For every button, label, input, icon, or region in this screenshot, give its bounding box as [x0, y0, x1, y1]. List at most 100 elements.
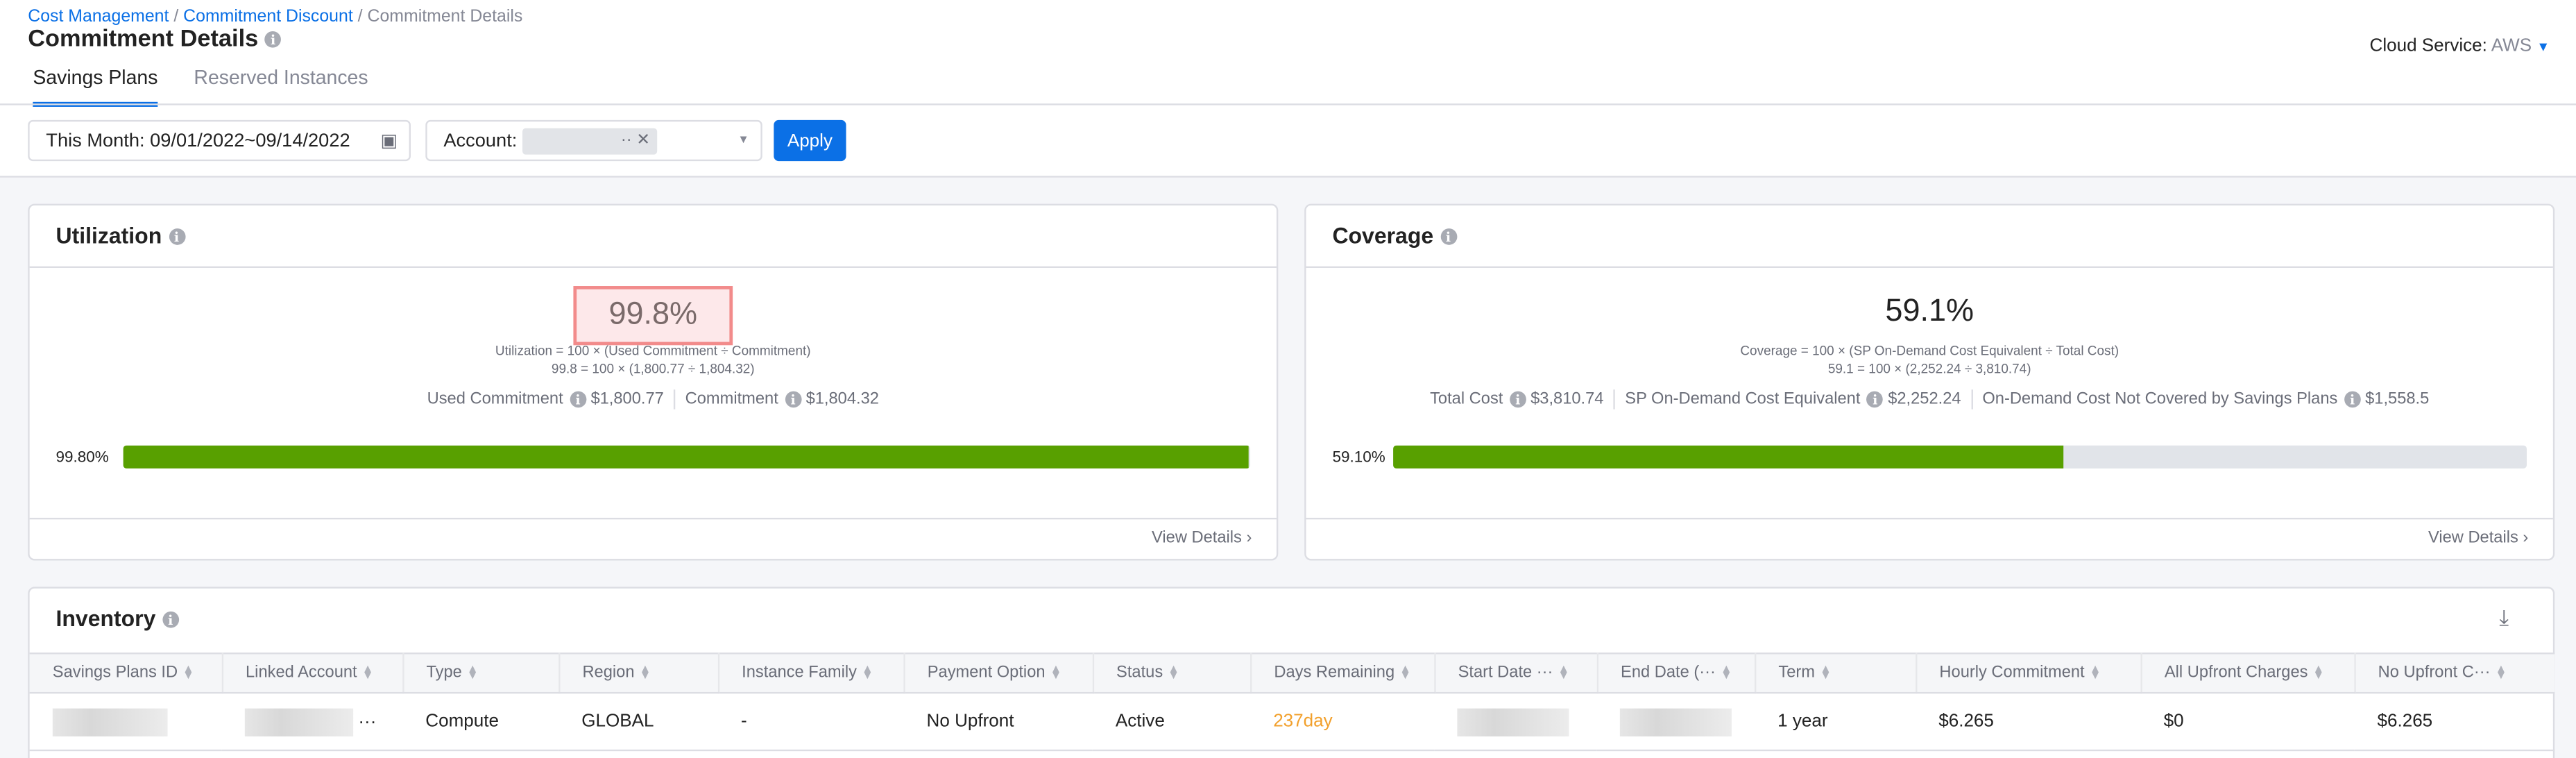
info-icon[interactable]: i	[2344, 391, 2361, 408]
utilization-title: Utilization	[56, 224, 162, 249]
sort-icon[interactable]: ▲▼	[2312, 664, 2325, 677]
stat-value: $1,804.32	[805, 390, 879, 409]
utilization-card: Utilization i 99.8% Utilization = 100 × (…	[28, 203, 1279, 561]
breadcrumb-cost-management[interactable]: Cost Management	[28, 6, 169, 26]
breadcrumb: Cost Management / Commitment Discount / …	[28, 6, 523, 26]
stat-value: $1,800.77	[590, 390, 664, 409]
region-cell: GLOBAL	[558, 693, 718, 752]
inventory-card: Inventory i ⤓ Savings Plans ID ▲▼ Linked Ac…	[28, 587, 2555, 758]
column-header-label: Days Remaining	[1274, 664, 1395, 682]
sort-icon[interactable]: ▲▼	[1050, 664, 1062, 677]
breadcrumb-commitment-discount[interactable]: Commitment Discount	[183, 6, 353, 26]
column-header-label: Instance Family	[742, 664, 857, 682]
table-header-row: Savings Plans ID ▲▼ Linked Account ▲▼ Type ▲▼…	[29, 652, 2555, 694]
caret-down-icon: ▼	[2536, 39, 2550, 55]
apply-button[interactable]: Apply	[774, 119, 846, 162]
info-icon[interactable]: i	[1866, 391, 1884, 408]
coverage-stats: Total Cost i $3,810.74 SP On-Demand Cost E…	[1306, 389, 2553, 410]
sort-icon[interactable]: ▲▼	[2089, 664, 2101, 677]
sort-icon[interactable]: ▲▼	[1720, 664, 1732, 677]
coverage-value: 59.1%	[1885, 294, 1974, 329]
column-header-label: Payment Option	[927, 664, 1046, 682]
stat-value: $2,252.24	[1888, 390, 1961, 409]
info-icon[interactable]: i	[1440, 229, 1457, 246]
column-header-label: End Date (···	[1621, 664, 1716, 682]
cloud-service-label: Cloud Service:	[2369, 36, 2487, 56]
coverage-title: Coverage	[1332, 224, 1434, 249]
tab-reserved-instances[interactable]: Reserved Instances	[194, 65, 368, 89]
column-header-label: Type	[426, 664, 462, 682]
coverage-progress-fill	[1393, 445, 2063, 469]
coverage-card: Coverage i 59.1% Coverage = 100 × (SP On-…	[1304, 203, 2555, 561]
stat-value: $1,558.5	[2365, 390, 2430, 409]
stat-label: SP On-Demand Cost Equivalent	[1625, 390, 1861, 409]
sort-icon[interactable]: ▲▼	[182, 664, 194, 677]
column-header[interactable]: Start Date ··· ▲▼	[1434, 652, 1598, 694]
column-header-label: Start Date ···	[1458, 664, 1553, 682]
account-select[interactable]: Account: ·· ✕ ▼	[425, 119, 762, 162]
sort-icon[interactable]: ▲▼	[1558, 664, 1570, 677]
caret-down-icon[interactable]: ▼	[737, 135, 749, 146]
tab-savings-plans[interactable]: Savings Plans	[33, 66, 158, 107]
stat-label: Total Cost	[1430, 390, 1503, 409]
sort-icon[interactable]: ▲▼	[1820, 664, 1832, 677]
sort-icon[interactable]: ▲▼	[639, 664, 651, 677]
column-header-label: Hourly Commitment	[1939, 664, 2085, 682]
stat-label: Used Commitment	[427, 390, 563, 409]
utilization-value: 99.8%	[572, 286, 734, 346]
date-range-picker[interactable]: This Month: 09/01/2022~09/14/2022 ▣	[28, 119, 411, 162]
download-icon[interactable]: ⤓	[2499, 605, 2509, 630]
sort-icon[interactable]: ▲▼	[1168, 664, 1179, 677]
column-header-label: All Upfront Charges	[2164, 664, 2308, 682]
column-header[interactable]: No Upfront C··· ▲▼	[2354, 652, 2555, 694]
table-row[interactable]: ··· Compute GLOBAL - No Upfront Active 2…	[29, 693, 2555, 752]
sort-icon[interactable]: ▲▼	[1399, 664, 1411, 677]
start-date-cell	[1434, 693, 1597, 752]
all-upfront-cell: $0	[2140, 693, 2355, 752]
column-header[interactable]: Region ▲▼	[558, 652, 719, 694]
stat-label: On-Demand Cost Not Covered by Savings Pl…	[1982, 390, 2338, 409]
cloud-service-selector[interactable]: Cloud Service: AWS ▼	[2370, 36, 2550, 56]
sort-icon[interactable]: ▲▼	[361, 664, 374, 677]
column-header[interactable]: Hourly Commitment ▲▼	[1916, 652, 2142, 694]
breadcrumb-current: Commitment Details	[367, 6, 523, 26]
column-header[interactable]: End Date (··· ▲▼	[1596, 652, 1756, 694]
info-icon[interactable]: i	[785, 391, 801, 408]
type-cell: Compute	[402, 693, 559, 752]
page-title-text: Commitment Details	[28, 26, 259, 53]
linked-account-cell: ···	[221, 693, 403, 752]
sort-icon[interactable]: ▲▼	[862, 664, 873, 677]
column-header[interactable]: Linked Account ▲▼	[221, 652, 404, 694]
column-header[interactable]: Payment Option ▲▼	[903, 652, 1093, 694]
info-icon[interactable]: i	[570, 391, 586, 408]
coverage-progress-bar	[1393, 445, 2527, 469]
column-header-label: Term	[1778, 664, 1816, 682]
info-icon[interactable]: i	[1509, 391, 1526, 408]
term-cell: 1 year	[1755, 693, 1916, 752]
page-title: Commitment Details i	[28, 26, 282, 53]
sort-icon[interactable]: ▲▼	[2495, 664, 2507, 677]
savings-plans-id-cell	[29, 693, 222, 752]
info-icon[interactable]: i	[162, 612, 179, 629]
column-header-label: Status	[1116, 664, 1163, 682]
utilization-view-details[interactable]: View Details ›	[1152, 529, 1252, 548]
days-remaining-cell: 237day	[1250, 693, 1435, 752]
calendar-icon[interactable]: ▣	[380, 131, 398, 151]
column-header[interactable]: Type ▲▼	[402, 652, 560, 694]
inventory-title: Inventory	[56, 606, 156, 632]
hourly-commitment-cell: $6.265	[1916, 693, 2141, 752]
page-header: Cost Management / Commitment Discount / …	[0, 0, 2576, 178]
column-header-label: Region	[582, 664, 635, 682]
column-header[interactable]: Savings Plans ID ▲▼	[29, 652, 223, 694]
info-icon[interactable]: i	[264, 31, 282, 49]
column-header[interactable]: All Upfront Charges ▲▼	[2140, 652, 2355, 694]
column-header[interactable]: Days Remaining ▲▼	[1250, 652, 1435, 694]
sort-icon[interactable]: ▲▼	[466, 664, 479, 677]
cloud-service-value: AWS	[2491, 36, 2532, 56]
info-icon[interactable]: i	[168, 229, 185, 246]
column-header[interactable]: Term ▲▼	[1755, 652, 1917, 694]
account-label: Account:	[443, 130, 518, 151]
column-header[interactable]: Status ▲▼	[1092, 652, 1252, 694]
coverage-view-details[interactable]: View Details ›	[2428, 529, 2529, 548]
column-header[interactable]: Instance Family ▲▼	[717, 652, 905, 694]
